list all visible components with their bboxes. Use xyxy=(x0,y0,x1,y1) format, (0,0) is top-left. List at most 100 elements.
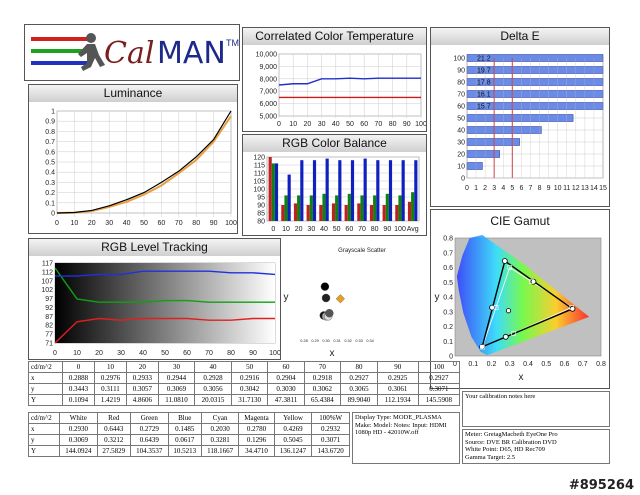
x-tick-label: 0.29 xyxy=(311,339,318,343)
y-tick-label: 100 xyxy=(253,187,265,194)
x-tick-label: 0.1 xyxy=(468,361,478,368)
y-tick-label: 0.9 xyxy=(45,119,55,126)
y-tick-label: 7,000 xyxy=(259,89,277,96)
y-tick-label: 0.7 xyxy=(443,250,453,257)
table-cell: 0.3062 xyxy=(303,383,342,395)
rgb-balance-panel: RGB Color Balance 120 115 110 105 100 95 90 85 8… xyxy=(242,134,427,236)
cct-measured-line xyxy=(278,77,421,86)
balance-bar-red xyxy=(306,205,310,221)
x-tick-label: 9 xyxy=(547,185,551,192)
cie-chart: 0.80.70.60.50.40.30.20.100 0.1 0.2 0.3 0.4 0.… xyxy=(435,235,606,383)
x-tick-label: 7 xyxy=(529,185,533,192)
x-tick-label: 13 xyxy=(581,185,589,192)
balance-bar-red xyxy=(357,203,361,221)
balance-bar-red xyxy=(369,205,374,221)
table-header-row: cd/m^2 0 10 20 30 40 50 60 70 80 90 100 xyxy=(28,361,461,373)
table-header-cell: 10 xyxy=(93,361,127,373)
table-header-cell: Red xyxy=(96,412,131,424)
balance-bar-green xyxy=(411,192,415,221)
table-cell: 0.1485 xyxy=(167,423,202,435)
scatter-point xyxy=(320,282,330,291)
balance-bar-green xyxy=(297,195,301,221)
table-cell: 112.1934 xyxy=(376,394,419,406)
meter-info-line: Gamma Target: 2.5 xyxy=(465,453,516,461)
table-cell: 0.2976 xyxy=(93,372,127,384)
x-tick-label: 20 xyxy=(88,220,96,227)
balance-bar-red xyxy=(268,157,272,221)
y-tick-label: 0.1 xyxy=(45,200,55,207)
y-tick-label: 0.6 xyxy=(45,149,55,156)
table-cell: 0.3071 xyxy=(417,383,461,395)
table-cell: 0.2918 xyxy=(303,372,342,384)
x-tick-label: 0 xyxy=(53,350,57,357)
x-tick-label: 70 xyxy=(175,220,183,227)
x-tick-label: 90 xyxy=(210,220,218,227)
x-tick-label: 2 xyxy=(483,185,487,192)
x-tick-label: 0 xyxy=(277,121,281,128)
balance-bar-green xyxy=(309,195,313,221)
x-tick-label: 30 xyxy=(318,121,326,128)
table-cell: 143.6720 xyxy=(311,445,350,457)
y-tick-label: 90 xyxy=(457,68,465,75)
x-tick-label: 11 xyxy=(563,185,570,192)
luminance-chart: 1 0.9 0.8 0.7 0.6 0.5 0.4 0.3 0.2 0.1 00 10 20 30 40 50… xyxy=(45,109,237,228)
table-cell: 145.5908 xyxy=(417,394,461,406)
y-tick-label: 0.4 xyxy=(443,295,453,302)
scatter-y-label: y xyxy=(284,292,289,303)
table-cell: 0.3030 xyxy=(267,383,305,395)
table-cell: Y xyxy=(27,445,61,457)
x-tick-label: 3 xyxy=(492,185,496,192)
table-header-cell: 50 xyxy=(230,361,269,373)
table-cell: 1.4219 xyxy=(93,394,127,406)
balance-bar-red xyxy=(331,203,336,221)
table-cell: 136.1247 xyxy=(273,445,313,457)
rgb-balance-title: RGB Color Balance xyxy=(243,135,426,152)
y-tick-label: 80 xyxy=(457,80,465,87)
x-tick-label: 10 xyxy=(71,220,79,227)
x-tick-label: 70 xyxy=(358,226,366,233)
delta-e-bar xyxy=(466,126,542,134)
y-tick-label: 90 xyxy=(257,203,265,210)
cie-white-point xyxy=(505,308,512,314)
x-tick-label: 0.5 xyxy=(541,361,551,368)
x-tick-label: 30 xyxy=(307,226,315,233)
scatter-panel: Grayscale Scatter 0.28 0.29 0.30 0.31 0.32 0.3… xyxy=(282,238,428,360)
calman-logo-icon xyxy=(31,33,105,71)
balance-bar-blue xyxy=(388,160,393,221)
table-row: y 0.3443 0.3111 0.3057 0.3069 0.3056 0.3042 0.3… xyxy=(28,383,461,395)
y-tick-label: 70 xyxy=(457,92,465,99)
table-cell: 0.2780 xyxy=(238,423,275,435)
table-cell: 0.3065 xyxy=(340,383,378,395)
x-tick-label: 5 xyxy=(510,185,514,192)
notes-box[interactable]: Your calibration notes here xyxy=(462,391,610,427)
x-tick-label: 0.2 xyxy=(487,361,497,368)
y-tick-label: 60 xyxy=(457,104,465,111)
notes-placeholder: Your calibration notes here xyxy=(465,393,536,400)
x-tick-label: 80 xyxy=(192,220,200,227)
cie-measured-gamut xyxy=(481,259,574,349)
cie-y-label: y xyxy=(435,292,440,303)
y-tick-label: 50 xyxy=(457,116,465,123)
table-header-cell: 100 xyxy=(417,361,461,373)
table-cell: y xyxy=(28,383,63,395)
balance-bar-blue xyxy=(350,160,355,221)
x-tick-label: 90 xyxy=(249,350,257,357)
y-tick-label: 10 xyxy=(457,164,465,171)
logo-panel xyxy=(24,24,240,81)
luminance-panel: Luminance 1 0.9 0.8 0.7 0.6 0.5 0.4 0.3 0.2 0.1 0 0… xyxy=(28,84,238,234)
y-tick-label: 105 xyxy=(253,179,265,186)
x-tick-label: 0 xyxy=(465,185,469,192)
balance-bar-blue xyxy=(287,174,291,221)
x-tick-label: 0.8 xyxy=(596,361,606,368)
scatter-title: Grayscale Scatter xyxy=(338,248,386,254)
luminance-title: Luminance xyxy=(29,85,237,102)
table-header-row: cd/m^2 White Red Green Blue Cyan Magenta Yellow… xyxy=(27,412,350,424)
y-tick-label: 120 xyxy=(253,155,265,162)
table-cell: 0.3069 xyxy=(157,383,196,395)
rgb-level-title: RGB Level Tracking xyxy=(29,239,280,256)
table-cell: 0.1296 xyxy=(238,434,275,446)
x-tick-label: 50 xyxy=(333,226,341,233)
scatter-x-label: x xyxy=(330,348,335,359)
balance-bar-blue xyxy=(363,158,367,221)
